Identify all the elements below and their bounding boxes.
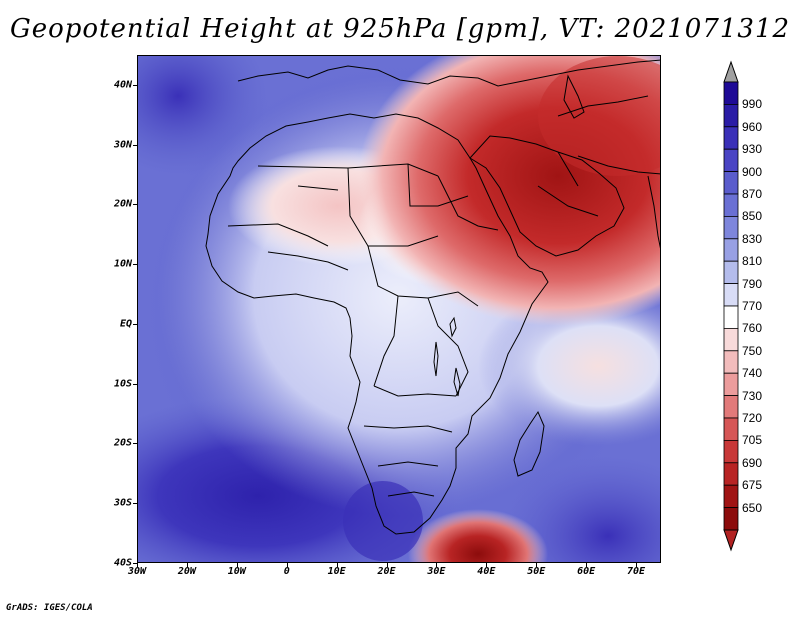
colorbar-swatch bbox=[723, 372, 739, 397]
lon-label: 70E bbox=[627, 566, 646, 577]
colorbar-label: 930 bbox=[742, 142, 763, 157]
lat-tick bbox=[133, 264, 137, 266]
colorbar-label: 850 bbox=[742, 209, 763, 224]
colorbar-swatch bbox=[723, 507, 739, 531]
colorbar-swatch bbox=[723, 104, 739, 128]
lat-tick bbox=[133, 323, 137, 325]
lat-tick bbox=[133, 563, 137, 564]
southern-ocean-low bbox=[408, 509, 548, 562]
lat-label: 40S bbox=[113, 557, 132, 569]
colorbar-label: 705 bbox=[742, 433, 763, 448]
colorbar-label: 760 bbox=[742, 321, 763, 336]
lon-tick bbox=[336, 563, 338, 567]
lon-tick bbox=[236, 563, 238, 567]
lon-label: 60E bbox=[577, 566, 596, 577]
credit-footer: GrADS: IGES/COLA bbox=[6, 603, 93, 613]
colorbar-graphic bbox=[723, 60, 739, 552]
colorbar-label: 690 bbox=[742, 455, 763, 470]
lon-tick bbox=[386, 563, 388, 567]
lat-label: 30S bbox=[113, 497, 132, 509]
colorbar-label: 870 bbox=[742, 187, 763, 201]
colorbar-swatch bbox=[723, 81, 739, 105]
lon-tick bbox=[436, 563, 438, 567]
colorbar-label: 730 bbox=[742, 388, 763, 403]
lon-tick bbox=[636, 563, 638, 567]
colorbar-swatch bbox=[723, 126, 739, 150]
colorbar-swatch bbox=[723, 439, 739, 464]
lat-tick bbox=[133, 144, 137, 146]
colorbar-swatch bbox=[723, 193, 739, 217]
colorbar-swatch bbox=[723, 260, 739, 284]
colorbar-label: 990 bbox=[742, 97, 763, 112]
colorbar bbox=[722, 60, 800, 560]
colorbar-label: 830 bbox=[742, 231, 763, 246]
colorbar-label: 740 bbox=[742, 366, 763, 381]
lon-tick bbox=[186, 563, 188, 567]
lon-label: 10W bbox=[227, 566, 246, 577]
map-title: Geopotential Height at 925hPa [gpm], VT:… bbox=[9, 14, 791, 44]
lon-label: 20W bbox=[177, 566, 196, 577]
lat-label: 20N bbox=[113, 198, 132, 210]
colorbar-label: 960 bbox=[742, 119, 763, 134]
lat-label: EQ bbox=[119, 318, 132, 330]
colorbar-swatch bbox=[723, 283, 739, 307]
indian-ocean-light bbox=[478, 286, 660, 446]
lon-tick bbox=[137, 563, 138, 567]
colorbar-swatch bbox=[723, 238, 739, 262]
colorbar-underflow-arrow bbox=[723, 529, 739, 552]
colorbar-swatch bbox=[723, 305, 739, 329]
colorbar-label: 720 bbox=[742, 411, 763, 425]
lat-tick bbox=[133, 443, 137, 445]
colorbar-overflow-arrow bbox=[723, 60, 739, 83]
lat-label: 10S bbox=[113, 378, 132, 390]
colorbar-label: 750 bbox=[742, 343, 763, 358]
lat-label: 20S bbox=[113, 437, 132, 449]
lon-tick bbox=[486, 563, 488, 567]
colorbar-label: 650 bbox=[742, 500, 763, 515]
colorbar-label: 675 bbox=[742, 478, 763, 493]
lon-label: 20E bbox=[377, 566, 396, 577]
lon-tick bbox=[286, 563, 288, 567]
colorbar-label: 810 bbox=[742, 254, 763, 269]
colorbar-swatch bbox=[723, 350, 739, 374]
south-africa-high bbox=[343, 481, 423, 561]
colorbar-label: 900 bbox=[742, 164, 763, 179]
lon-label: 40E bbox=[477, 566, 496, 577]
lon-tick bbox=[586, 563, 588, 567]
colorbar-label: 770 bbox=[742, 299, 763, 313]
lat-label: 40N bbox=[113, 79, 132, 91]
colorbar-swatch bbox=[723, 148, 739, 172]
lon-label: 10E bbox=[327, 566, 346, 577]
coastlines bbox=[205, 59, 660, 535]
colorbar-swatch bbox=[723, 327, 739, 352]
lon-tick bbox=[536, 563, 538, 567]
lat-tick bbox=[133, 503, 137, 505]
colorbar-swatch bbox=[723, 462, 739, 486]
lat-label: 30N bbox=[113, 139, 132, 151]
colorbar-swatch bbox=[723, 215, 739, 240]
colorbar-label: 790 bbox=[742, 276, 763, 291]
lon-label: 30W bbox=[127, 566, 147, 577]
lon-label: 30E bbox=[427, 566, 446, 577]
colorbar-swatch bbox=[723, 395, 739, 419]
lon-label: 50E bbox=[527, 566, 546, 577]
lat-tick bbox=[133, 84, 137, 86]
colorbar-swatch bbox=[723, 484, 739, 509]
lat-label: 10N bbox=[113, 258, 132, 270]
geopotential-map bbox=[137, 55, 661, 563]
lon-label: 0 bbox=[283, 566, 290, 577]
lat-tick bbox=[133, 204, 137, 206]
map-canvas bbox=[138, 56, 660, 562]
colorbar-swatch bbox=[723, 171, 739, 195]
colorbar-swatch bbox=[723, 417, 739, 441]
lat-tick bbox=[133, 383, 137, 385]
